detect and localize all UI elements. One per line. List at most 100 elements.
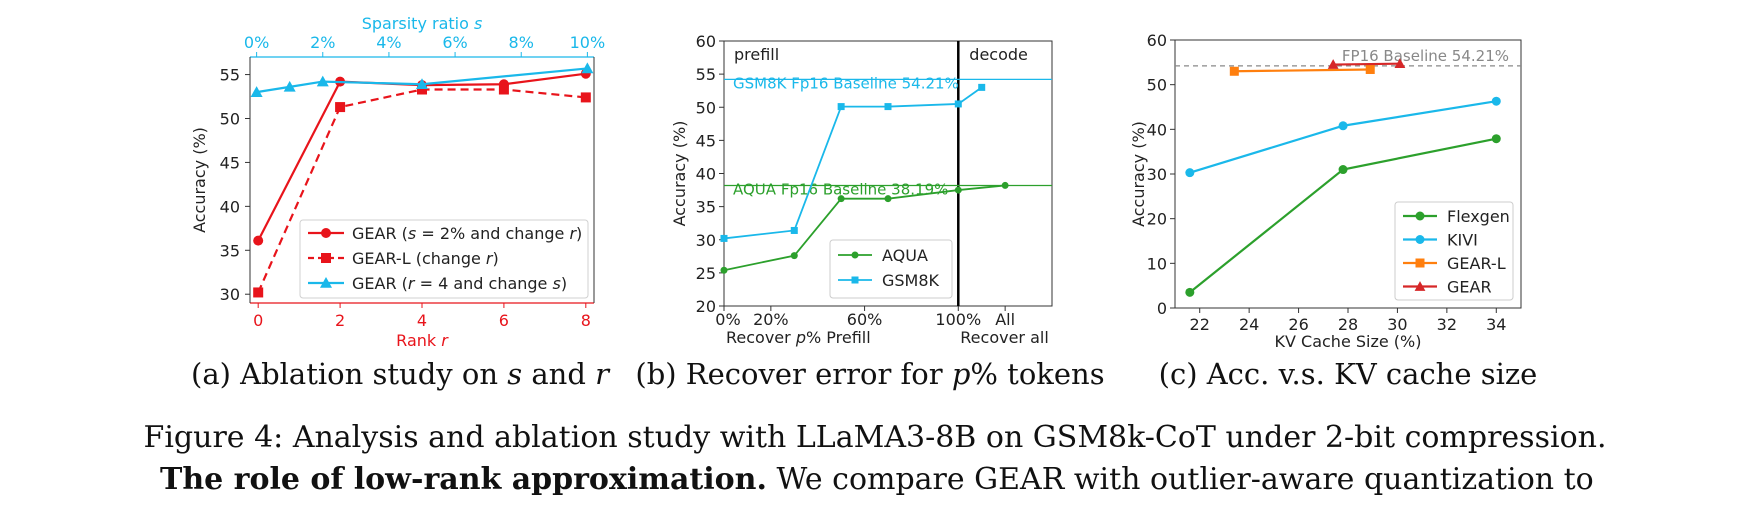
legend-marker (851, 276, 859, 284)
legend-marker (321, 228, 331, 238)
x-axis-label: Rank r (396, 331, 449, 350)
y-tick-label: 25 (696, 264, 716, 283)
caption-b-part: (b) Recover error for (635, 357, 951, 391)
data-point (1491, 134, 1501, 144)
baseline-label: FP16 Baseline 54.21% (1342, 47, 1509, 65)
legend-label-part: s (552, 274, 560, 293)
y-tick-label: 50 (1147, 76, 1167, 95)
x-axis-label-prefill-part: % Prefill (806, 328, 871, 347)
caption-a-part: r (595, 357, 611, 391)
data-point (790, 226, 798, 234)
legend-marker (1415, 211, 1425, 221)
caption-a: (a) Ablation study on s and r (191, 357, 611, 391)
y-tick-label: 30 (220, 285, 240, 304)
baseline-label: GSM8K Fp16 Baseline 54.21% (733, 74, 959, 92)
data-point (790, 252, 798, 260)
caption-b-part: % tokens (970, 357, 1104, 391)
x-tick-label: 30 (1387, 315, 1407, 334)
y-tick-label: 30 (1147, 165, 1167, 184)
y-tick-label: 30 (696, 231, 716, 250)
legend-label: Flexgen (1447, 207, 1510, 226)
y-tick-label: 0 (1157, 299, 1167, 318)
data-point (1491, 96, 1501, 106)
legend-label: GEAR-L (1447, 254, 1506, 273)
legend-box (1394, 201, 1514, 301)
series-line (723, 86, 983, 240)
body-text-bold: The role of low-rank approximation. (160, 462, 767, 497)
x-axis-label-prefill-part: p (795, 328, 806, 347)
legend-marker (851, 251, 859, 259)
legend-label: GEAR-L (change r) (352, 249, 499, 268)
y-tick-label: 20 (696, 297, 716, 316)
data-point (580, 92, 591, 103)
legend-box (299, 219, 589, 299)
legend-label: GSM8K (882, 271, 940, 290)
top-x-tick-label: 4% (376, 33, 401, 52)
x-tick-label: 4 (417, 311, 427, 330)
legend-label-part: ) (492, 249, 498, 268)
legend-label: AQUA (882, 246, 928, 265)
y-tick-label: 55 (696, 65, 716, 84)
x-tick-label: 24 (1239, 315, 1259, 334)
y-tick-label: 55 (220, 66, 240, 85)
series-line (1333, 62, 1400, 66)
data-point (1365, 64, 1375, 74)
x-tick-label: 100% (935, 310, 981, 329)
legend-label: GEAR (s = 2% and change r) (352, 224, 582, 243)
data-point (416, 78, 428, 90)
top-x-axis-label-part: Sparsity ratio (362, 14, 474, 33)
data-point (581, 62, 594, 74)
y-tick-label: 60 (1147, 31, 1167, 50)
caption-a-part: s (507, 357, 522, 391)
data-point (335, 102, 346, 113)
data-point (954, 186, 962, 194)
legend-label: GEAR (r = 4 and change s) (352, 274, 567, 293)
x-axis-label: KV Cache Size (%) (1275, 332, 1422, 351)
legend-marker (1415, 235, 1425, 244)
legend-marker (321, 253, 331, 263)
data-point (1185, 168, 1195, 178)
data-point (720, 266, 728, 274)
legend-label-part: s (408, 224, 416, 243)
data-point (837, 195, 845, 203)
data-point (1327, 59, 1339, 69)
y-axis-label: Accuracy (%) (1129, 121, 1148, 227)
body-text-rest: We compare GEAR with outlier-aware quant… (766, 462, 1594, 497)
caption-b: (b) Recover error for p% tokens (635, 357, 1104, 391)
caption-c: (c) Acc. v.s. KV cache size (1159, 357, 1538, 391)
x-tick-label: 20% (753, 310, 789, 329)
x-tick-label: 22 (1190, 315, 1210, 334)
figure-caption: Figure 4: Analysis and ablation study wi… (143, 420, 1607, 455)
y-axis-label: Accuracy (%) (670, 121, 689, 227)
top-x-tick-label: 0% (244, 33, 269, 52)
legend-label-part: ) (561, 274, 567, 293)
x-tick-label: 26 (1288, 315, 1308, 334)
legend-label-part: r (408, 274, 416, 293)
data-point (837, 103, 845, 111)
y-tick-label: 60 (696, 32, 716, 51)
data-point (250, 86, 263, 97)
data-point (884, 195, 892, 203)
top-x-axis-label-part: s (474, 14, 482, 33)
x-tick-label: 28 (1338, 315, 1358, 334)
x-tick-label: 32 (1437, 315, 1457, 334)
legend-marker (1414, 281, 1426, 291)
x-axis-label-part: r (441, 331, 449, 350)
y-tick-label: 45 (696, 131, 716, 150)
x-axis-label-prefill-part: Recover (726, 328, 796, 347)
chart-a: 30 35 40 45 50 55 0 2 4 6 8 0% 2% 4% 6% 8% 10% Rank r Spar… (190, 14, 611, 391)
caption-a-part: (a) Ablation study on (191, 357, 507, 391)
series-line (1189, 100, 1497, 174)
legend-marker (1415, 258, 1425, 268)
data-point (253, 287, 264, 298)
series-line (1234, 68, 1371, 73)
data-point (978, 83, 986, 91)
body-text-line: The role of low-rank approximation. We c… (160, 462, 1594, 497)
data-point (720, 234, 728, 242)
legend-label-part: = 4 and change (414, 274, 552, 293)
region-label-decode: decode (969, 45, 1028, 64)
data-point (417, 84, 427, 95)
x-axis-label-decode: Recover all (960, 328, 1048, 347)
data-point (253, 235, 264, 246)
